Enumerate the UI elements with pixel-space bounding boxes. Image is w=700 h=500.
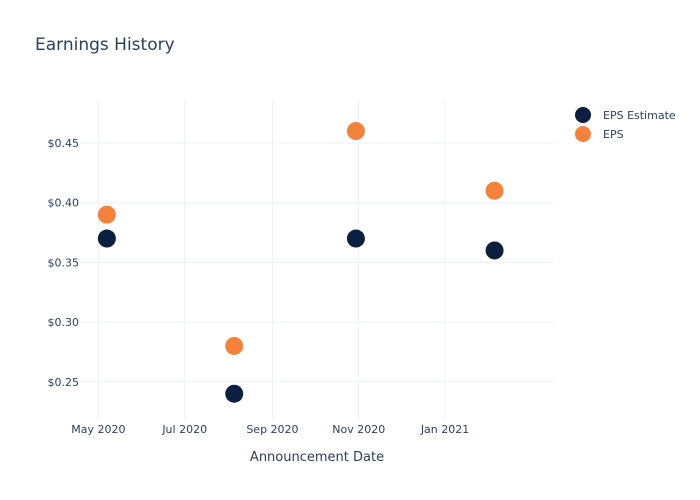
legend-label: EPS — [603, 128, 624, 141]
y-tick-label: $0.35 — [48, 256, 80, 269]
y-tick-label: $0.25 — [48, 376, 80, 389]
gridlines — [80, 100, 554, 420]
axis-ticks: $0.25 $0.30 $0.35 $0.40 $0.45 May 2020 Jul 202… — [48, 137, 470, 436]
x-axis-title: Announcement Date — [250, 450, 384, 465]
legend[interactable]: EPS Estimate EPS — [575, 107, 676, 142]
x-tick-label: Sep 2020 — [246, 423, 298, 436]
legend-marker — [575, 107, 591, 123]
eps-point[interactable] — [97, 205, 116, 224]
y-tick-label: $0.45 — [48, 137, 80, 150]
legend-item-eps-estimate[interactable]: EPS Estimate — [575, 107, 676, 123]
x-tick-label: Jul 2020 — [161, 423, 207, 436]
eps-point[interactable] — [225, 336, 244, 355]
y-tick-label: $0.30 — [48, 316, 80, 329]
data-points — [97, 122, 504, 403]
eps-point[interactable] — [346, 122, 365, 141]
eps-estimate-point[interactable] — [225, 384, 244, 403]
legend-label: EPS Estimate — [603, 109, 676, 122]
legend-item-eps[interactable]: EPS — [575, 126, 624, 142]
eps-point[interactable] — [485, 181, 504, 200]
legend-marker — [575, 126, 591, 142]
x-tick-label: Nov 2020 — [332, 423, 385, 436]
chart-title: Earnings History — [35, 35, 175, 55]
y-tick-label: $0.40 — [48, 197, 80, 210]
x-tick-label: Jan 2021 — [420, 423, 469, 436]
x-tick-label: May 2020 — [71, 423, 125, 436]
eps-estimate-point[interactable] — [346, 229, 365, 248]
eps-estimate-point[interactable] — [485, 241, 504, 260]
eps-estimate-point[interactable] — [97, 229, 116, 248]
